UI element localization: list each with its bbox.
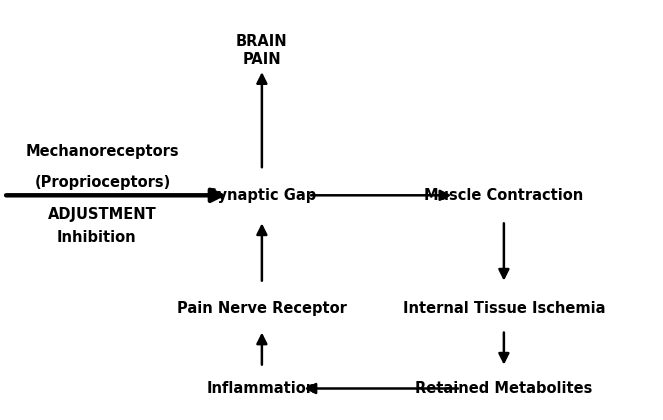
Text: Mechanoreceptors: Mechanoreceptors [26, 144, 180, 159]
Text: Muscle Contraction: Muscle Contraction [424, 188, 583, 203]
Text: (Proprioceptors): (Proprioceptors) [34, 175, 171, 190]
Text: Inflammation: Inflammation [207, 381, 317, 396]
Text: Retained Metabolites: Retained Metabolites [415, 381, 593, 396]
Text: BRAIN
PAIN: BRAIN PAIN [236, 34, 288, 67]
Text: ADJUSTMENT: ADJUSTMENT [48, 207, 157, 222]
Text: Inhibition: Inhibition [56, 230, 136, 245]
Text: Synaptic Gap: Synaptic Gap [208, 188, 316, 203]
Text: Internal Tissue Ischemia: Internal Tissue Ischemia [402, 301, 605, 316]
Text: Pain Nerve Receptor: Pain Nerve Receptor [177, 301, 347, 316]
